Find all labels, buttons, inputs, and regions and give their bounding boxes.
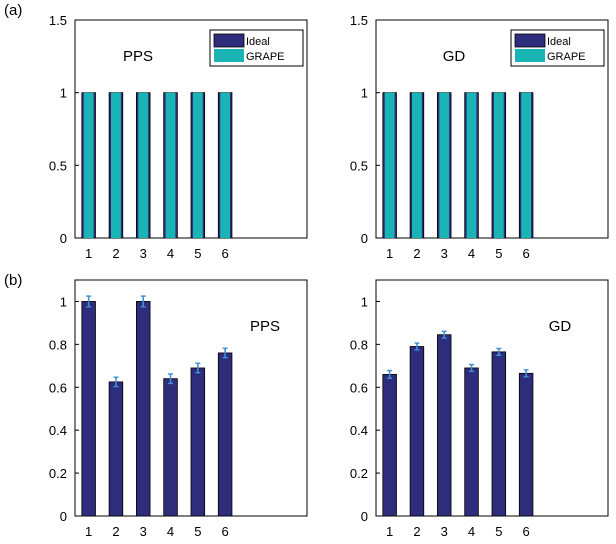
legend-label-ideal: Ideal: [547, 36, 571, 48]
ytick-label: 1.5: [49, 13, 67, 28]
xtick-label: 3: [140, 246, 147, 261]
legend-label-grape: GRAPE: [547, 51, 586, 63]
ytick-label: 0.8: [49, 337, 67, 352]
xtick-label: 6: [523, 524, 530, 539]
bar-grape: [192, 92, 203, 239]
ytick-label: 0.8: [350, 337, 368, 352]
bar-value: [190, 367, 206, 517]
xtick-label: 1: [85, 246, 92, 261]
legend-swatch-ideal: [213, 33, 245, 48]
ytick-label: 0.5: [350, 158, 368, 173]
bar-grape: [493, 92, 504, 239]
inset-label: PPS: [123, 48, 153, 65]
xtick-label: 2: [112, 246, 119, 261]
ytick-label: 0: [60, 509, 67, 524]
bar-grape: [138, 92, 149, 239]
bar-value: [81, 301, 96, 517]
xtick-label: 1: [386, 246, 393, 261]
xtick-label: 2: [112, 524, 119, 539]
bar-value: [382, 373, 397, 517]
ytick-label: 0.4: [350, 423, 368, 438]
bar-value: [136, 301, 151, 517]
panel-label-b: (b): [4, 272, 23, 289]
chart-2: 0 0.5 1 1.5 1 2 3 4 5 6 Ideal GRAPE GD: [350, 13, 609, 261]
ytick-label: 0: [60, 231, 67, 246]
ytick-label: 0.2: [350, 466, 368, 481]
xtick-label: 4: [167, 524, 174, 539]
ytick-label: 0.6: [350, 380, 368, 395]
xtick-label: 2: [413, 246, 420, 261]
inset-label: GD: [549, 318, 572, 335]
ytick-label: 0.6: [49, 380, 67, 395]
bar-value: [518, 372, 534, 517]
bar-value: [464, 367, 479, 517]
ytick-label: 0.2: [49, 466, 67, 481]
xtick-label: 5: [194, 246, 201, 261]
legend-swatch-ideal: [514, 33, 546, 48]
chart-4: 0 0.2 0.4 0.6 0.8 1 1 2 3 4 5 6 GD: [350, 279, 609, 539]
ytick-label: 1: [361, 86, 368, 101]
ytick-label: 0.5: [49, 158, 67, 173]
xtick-label: 3: [441, 524, 448, 539]
bar-grape: [111, 92, 121, 239]
bar-value: [437, 334, 452, 517]
ytick-label: 1: [361, 294, 368, 309]
bar-grape: [83, 92, 94, 239]
bar-value: [491, 351, 507, 517]
chart-3: 0 0.2 0.4 0.6 0.8 1 1 2 3 4 5 6 PPS: [49, 279, 308, 539]
bar-value: [163, 378, 178, 517]
legend-label-ideal: Ideal: [246, 36, 270, 48]
legend-label-grape: GRAPE: [246, 51, 285, 63]
legend-swatch-grape: [214, 49, 244, 62]
bar-value: [217, 352, 233, 517]
xtick-label: 5: [495, 246, 502, 261]
ytick-label: 0.4: [49, 423, 67, 438]
xtick-label: 4: [468, 524, 475, 539]
xtick-label: 6: [222, 524, 229, 539]
ytick-label: 0: [361, 509, 368, 524]
ytick-label: 1: [60, 294, 67, 309]
xtick-label: 4: [167, 246, 174, 261]
ytick-label: 1: [60, 86, 67, 101]
xtick-label: 2: [413, 524, 420, 539]
xtick-label: 3: [140, 524, 147, 539]
bar-grape: [521, 92, 532, 239]
bar-grape: [220, 92, 231, 239]
legend-swatch-grape: [515, 49, 545, 62]
bar-grape: [165, 92, 176, 239]
xtick-label: 3: [441, 246, 448, 261]
inset-label: GD: [443, 48, 466, 65]
xtick-label: 5: [495, 524, 502, 539]
xtick-label: 5: [194, 524, 201, 539]
inset-label: PPS: [250, 318, 280, 335]
xtick-label: 1: [85, 524, 92, 539]
xtick-label: 1: [386, 524, 393, 539]
bar-value: [108, 381, 124, 517]
bar-grape: [384, 92, 395, 239]
ytick-label: 1.5: [350, 13, 368, 28]
bar-grape: [439, 92, 450, 239]
bar-value: [409, 346, 425, 517]
ytick-label: 0: [361, 231, 368, 246]
xtick-label: 4: [468, 246, 475, 261]
chart-1: 0 0.5 1 1.5 1 2 3 4 5 6 Ideal GRAPE PPS: [49, 13, 308, 261]
xtick-label: 6: [523, 246, 530, 261]
panel-label-a: (a): [4, 2, 23, 19]
bar-grape: [466, 92, 477, 239]
xtick-label: 6: [222, 246, 229, 261]
bar-grape: [412, 92, 422, 239]
